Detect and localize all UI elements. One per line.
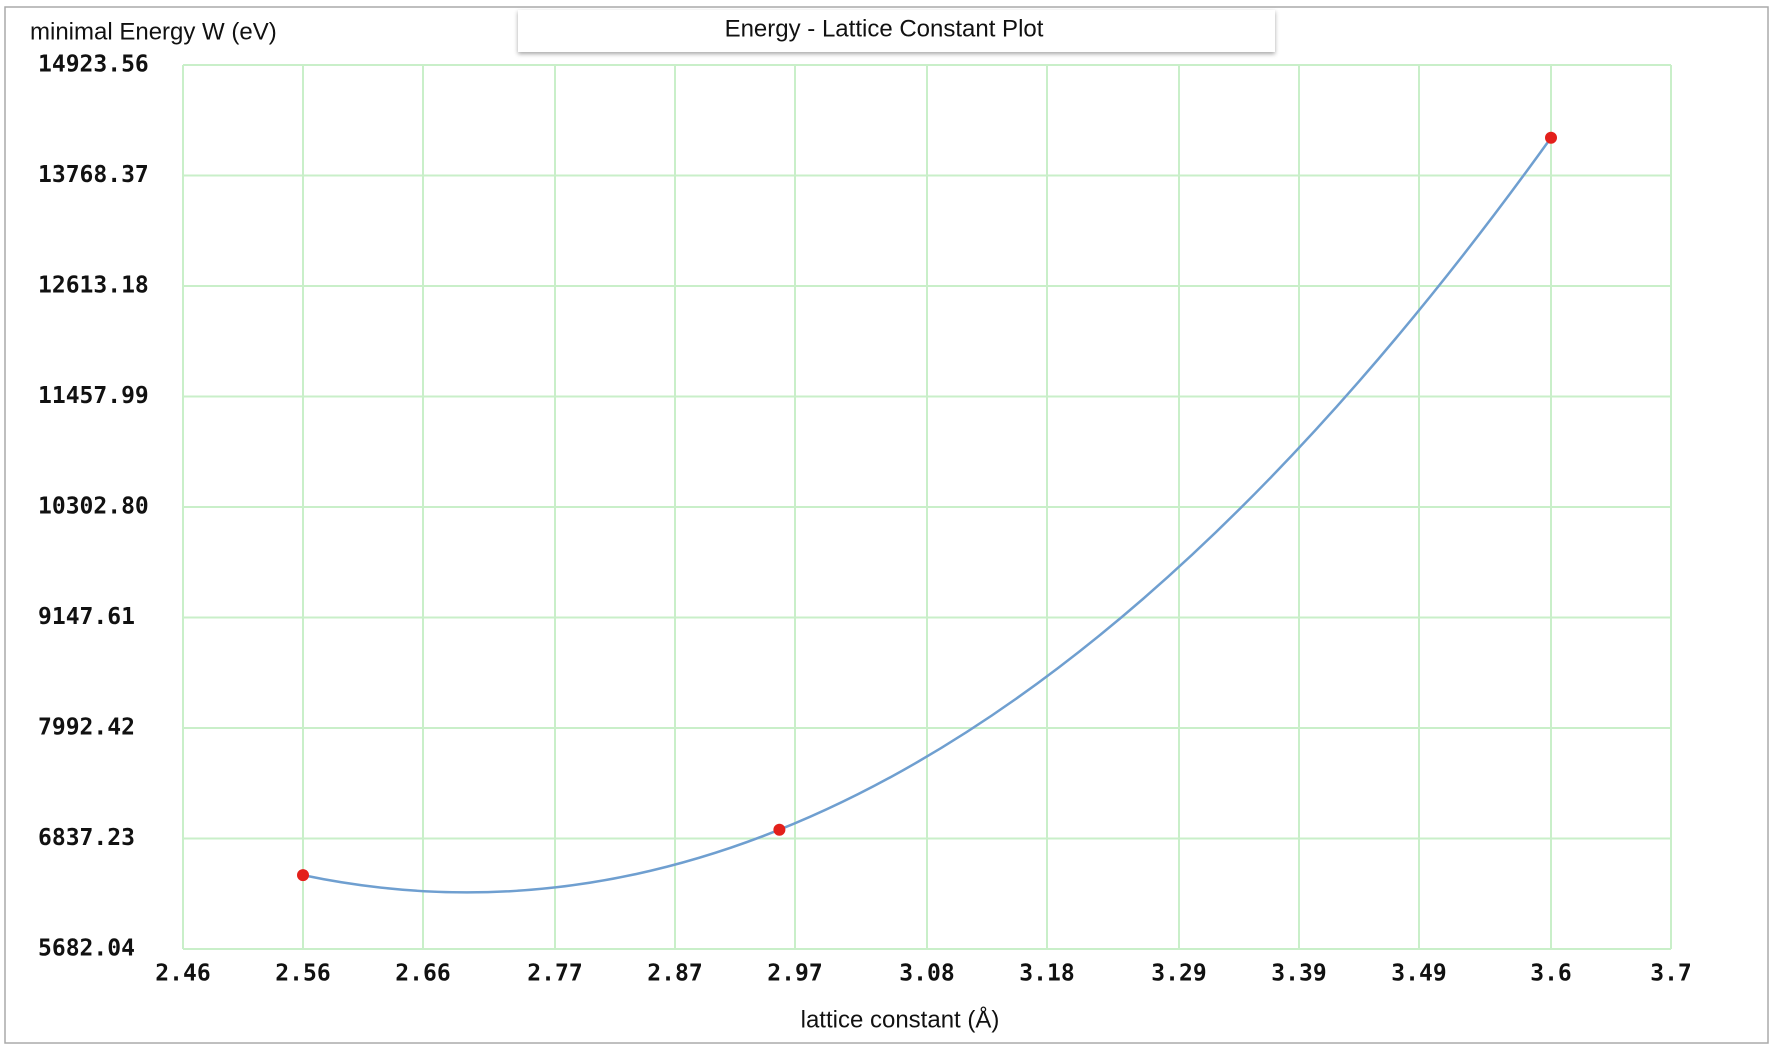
point <box>297 869 309 882</box>
y-axis-label: minimal Energy W (eV) <box>30 18 277 45</box>
x-tick-label: 3.29 <box>1151 961 1206 987</box>
chart-title: Energy - Lattice Constant Plot <box>725 15 1044 42</box>
x-tick-label: 2.66 <box>395 961 450 987</box>
point <box>1545 131 1557 144</box>
point <box>773 823 786 836</box>
x-tick-label: 2.87 <box>647 961 702 987</box>
x-tick-label: 3.6 <box>1530 961 1572 987</box>
x-tick-label: 2.97 <box>767 961 822 987</box>
x-tick-label: 3.18 <box>1019 961 1074 987</box>
y-tick-label: 12613.18 <box>38 273 149 299</box>
x-tick-label: 2.56 <box>275 961 330 987</box>
x-tick-label: 3.39 <box>1271 961 1326 987</box>
x-tick-label: 2.77 <box>527 961 582 987</box>
y-tick-label: 5682.04 <box>38 936 135 962</box>
y-tick-label: 10302.80 <box>38 494 149 520</box>
x-tick-label: 3.7 <box>1650 961 1692 987</box>
frame <box>4 6 1769 1044</box>
x-tick-label: 2.46 <box>155 961 210 987</box>
y-tick-label: 14923.56 <box>38 52 149 78</box>
title-box <box>518 10 1275 52</box>
y-tick-label: 13768.37 <box>38 162 149 188</box>
curve <box>302 137 1553 894</box>
x-axis-label: lattice constant (Å) <box>801 1005 1000 1033</box>
x-tick-label: 3.49 <box>1391 961 1446 987</box>
y-tick-label: 6837.23 <box>38 825 135 851</box>
y-tick-label: 9147.61 <box>38 604 135 630</box>
x-tick-label: 3.08 <box>899 961 954 987</box>
y-tick-label: 11457.99 <box>38 383 149 409</box>
y-tick-label: 7992.42 <box>38 715 135 741</box>
